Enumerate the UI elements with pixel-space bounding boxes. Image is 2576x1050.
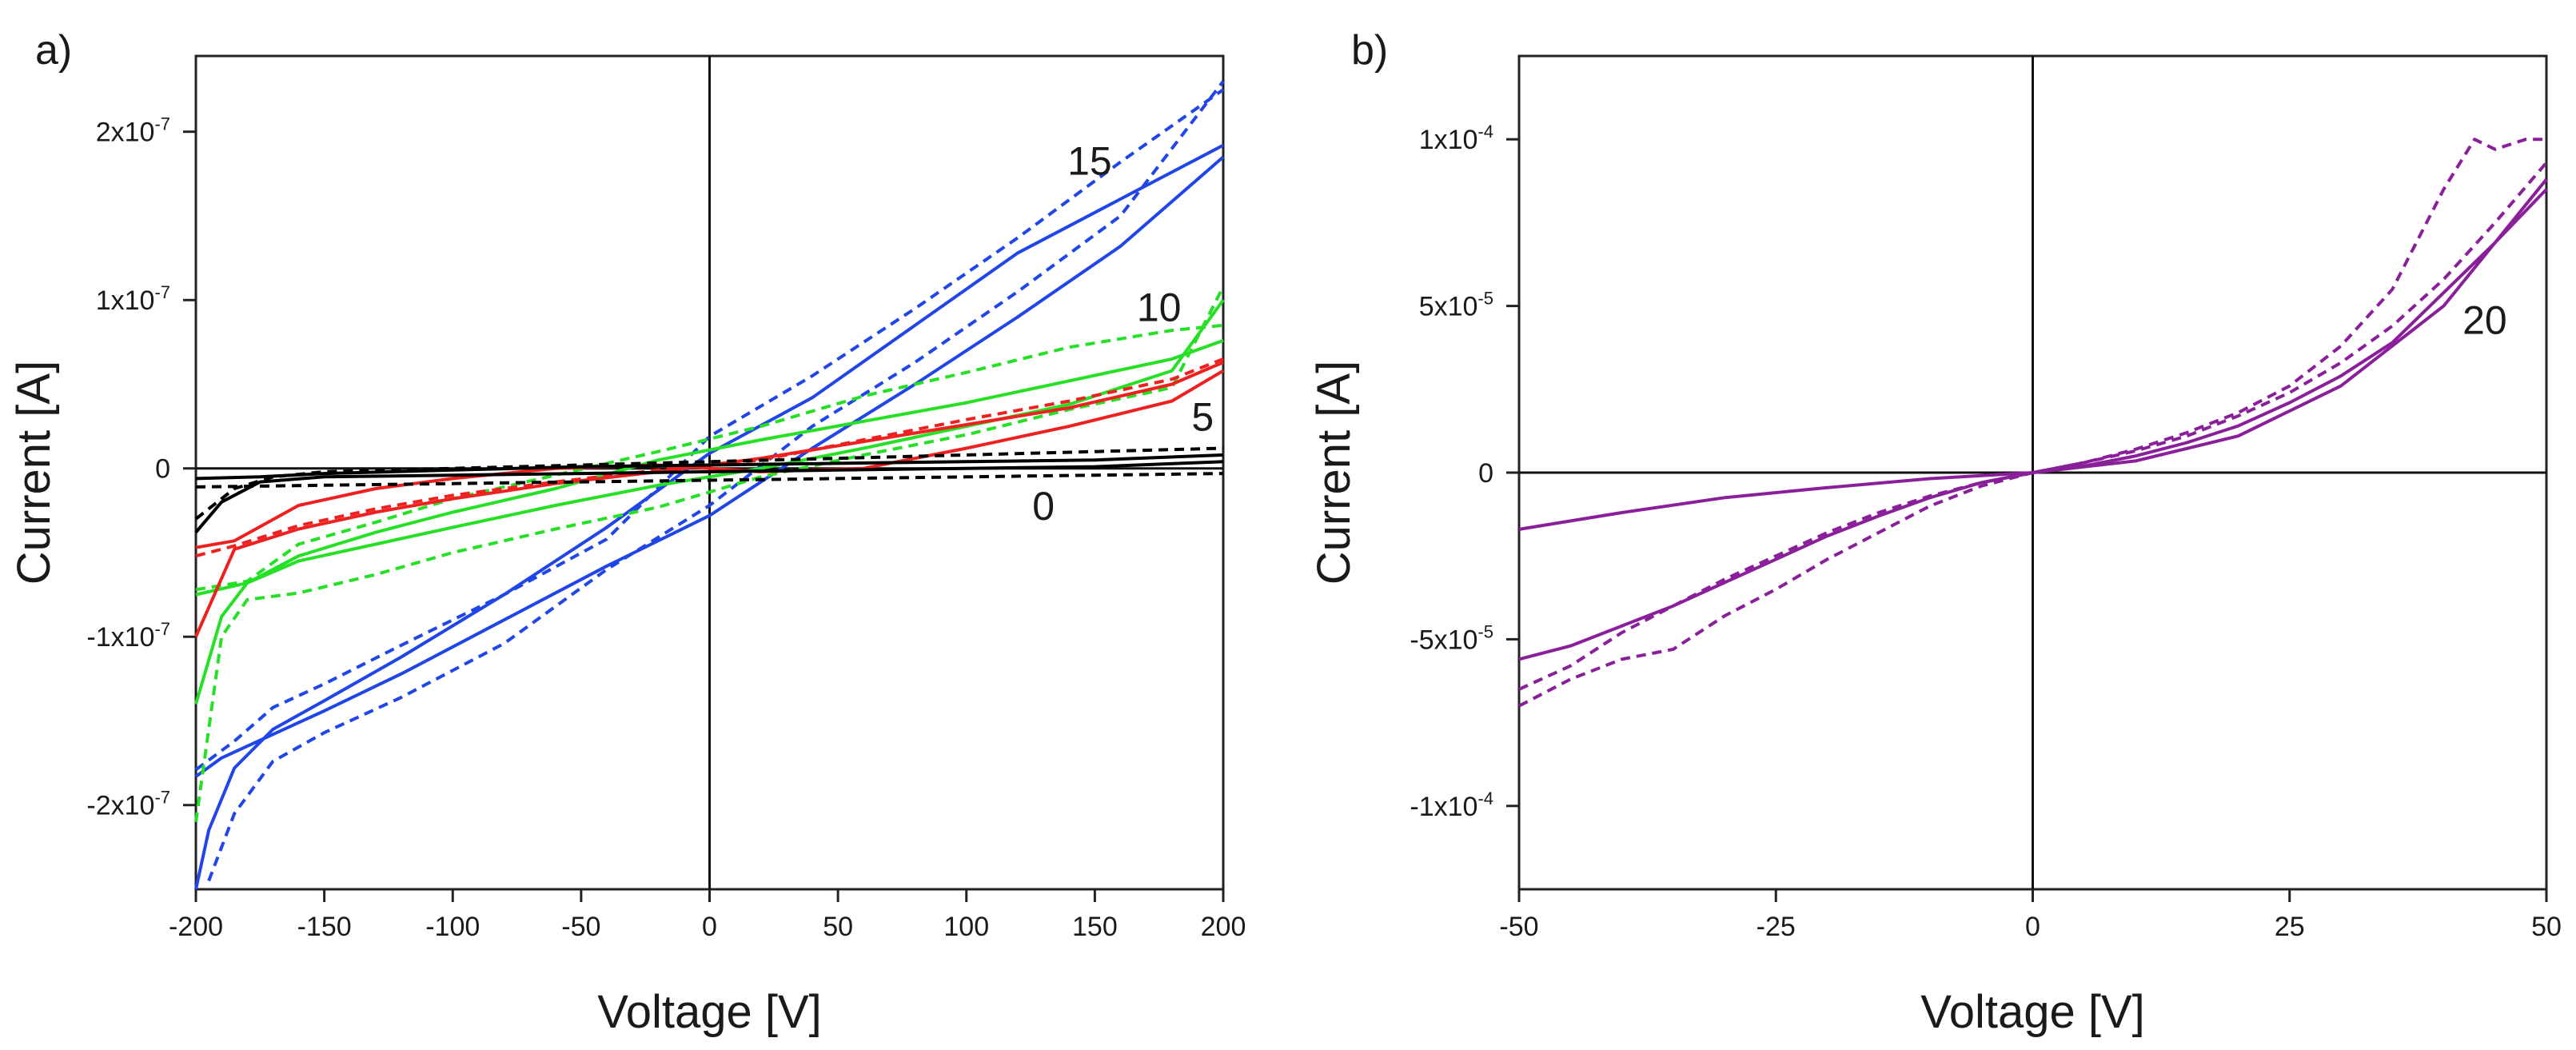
y-axis-label: Current [A] bbox=[1308, 361, 1360, 585]
series-line-6 bbox=[195, 338, 1224, 597]
y-tick-label: 2x10-7 bbox=[96, 114, 170, 148]
y-axis-label: Current [A] bbox=[8, 361, 60, 585]
x-axis-label: Voltage [V] bbox=[597, 986, 822, 1038]
y-tick-mantissa: 0 bbox=[155, 454, 170, 485]
x-tick-label: 25 bbox=[2275, 912, 2305, 942]
x-tick-label: -150 bbox=[297, 912, 352, 942]
series-line-8 bbox=[195, 323, 1224, 592]
y-tick-mantissa: -1x10 bbox=[86, 622, 154, 653]
x-tick-label: -100 bbox=[425, 912, 480, 942]
y-tick-exponent: -4 bbox=[1477, 788, 1493, 808]
y-tick-exponent: -7 bbox=[154, 619, 170, 639]
y-tick-exponent: -4 bbox=[1477, 122, 1493, 142]
y-tick-label: 0 bbox=[1478, 458, 1493, 489]
curve-label: 20 bbox=[2462, 297, 2507, 342]
y-tick-exponent: -7 bbox=[154, 114, 170, 134]
series-line-2 bbox=[194, 143, 1224, 890]
y-tick-exponent: -7 bbox=[154, 282, 170, 302]
y-tick-exponent: -5 bbox=[1477, 621, 1493, 641]
series-line-4 bbox=[194, 88, 1225, 772]
curve-label: 5 bbox=[1191, 394, 1214, 439]
x-tick-label: -50 bbox=[561, 912, 600, 942]
y-tick-mantissa: 5x10 bbox=[1419, 292, 1478, 322]
series-line-11 bbox=[195, 357, 1224, 558]
y-tick-mantissa: 1x10 bbox=[1419, 125, 1478, 155]
series-line-3 bbox=[207, 80, 1225, 882]
y-tick-mantissa: 2x10 bbox=[96, 118, 155, 148]
series-line-7 bbox=[194, 285, 1225, 823]
chart-panel-b: -50 -25 0 25 501x10-45x10-50-5x10-5-1x10-420… bbox=[1308, 27, 2562, 1038]
y-tick-exponent: -5 bbox=[1477, 289, 1493, 309]
x-tick-label: -25 bbox=[1757, 912, 1796, 942]
y-tick-label: -5x10-5 bbox=[1410, 621, 1493, 655]
panel-label: b) bbox=[1351, 27, 1388, 74]
y-tick-label: -1x10-7 bbox=[86, 619, 170, 653]
x-tick-label: 50 bbox=[2531, 912, 2562, 942]
series-line-4 bbox=[1518, 162, 2548, 691]
y-tick-exponent: -7 bbox=[154, 788, 170, 808]
y-tick-mantissa: -1x10 bbox=[1410, 792, 1477, 822]
y-tick-mantissa: -5x10 bbox=[1410, 625, 1477, 655]
x-tick-label: 200 bbox=[1201, 912, 1246, 942]
x-axis-label: Voltage [V] bbox=[1920, 986, 2145, 1038]
curve-label: 15 bbox=[1067, 139, 1112, 184]
x-tick-label: 0 bbox=[702, 912, 717, 942]
y-tick-mantissa: 0 bbox=[1478, 458, 1493, 489]
series-line-1 bbox=[194, 155, 1225, 778]
x-tick-label: 150 bbox=[1072, 912, 1118, 942]
y-tick-label: 5x10-5 bbox=[1419, 289, 1493, 322]
x-tick-label: -50 bbox=[1499, 912, 1538, 942]
y-tick-label: 0 bbox=[155, 454, 170, 485]
panel-label: a) bbox=[35, 27, 72, 74]
x-tick-label: 100 bbox=[943, 912, 989, 942]
x-tick-label: 50 bbox=[823, 912, 853, 942]
curve-label: 0 bbox=[1032, 484, 1055, 529]
chart-panel-a: -200 -150 -100 -50 0 50 100 150 2002x10-71x10-70… bbox=[8, 27, 1246, 1038]
y-tick-label: 1x10-7 bbox=[96, 282, 170, 316]
y-tick-label: -2x10-7 bbox=[86, 788, 170, 821]
y-tick-label: 1x10-4 bbox=[1419, 122, 1493, 155]
y-tick-label: -1x10-4 bbox=[1410, 788, 1493, 822]
series-line-15 bbox=[195, 472, 1224, 489]
curve-label: 10 bbox=[1137, 285, 1182, 330]
y-tick-mantissa: 1x10 bbox=[96, 285, 155, 316]
x-tick-label: 0 bbox=[2025, 912, 2040, 942]
x-tick-label: -200 bbox=[169, 912, 223, 942]
y-tick-mantissa: -2x10 bbox=[86, 791, 154, 821]
series-line-12 bbox=[194, 460, 1224, 533]
series-line-13 bbox=[195, 453, 1224, 481]
